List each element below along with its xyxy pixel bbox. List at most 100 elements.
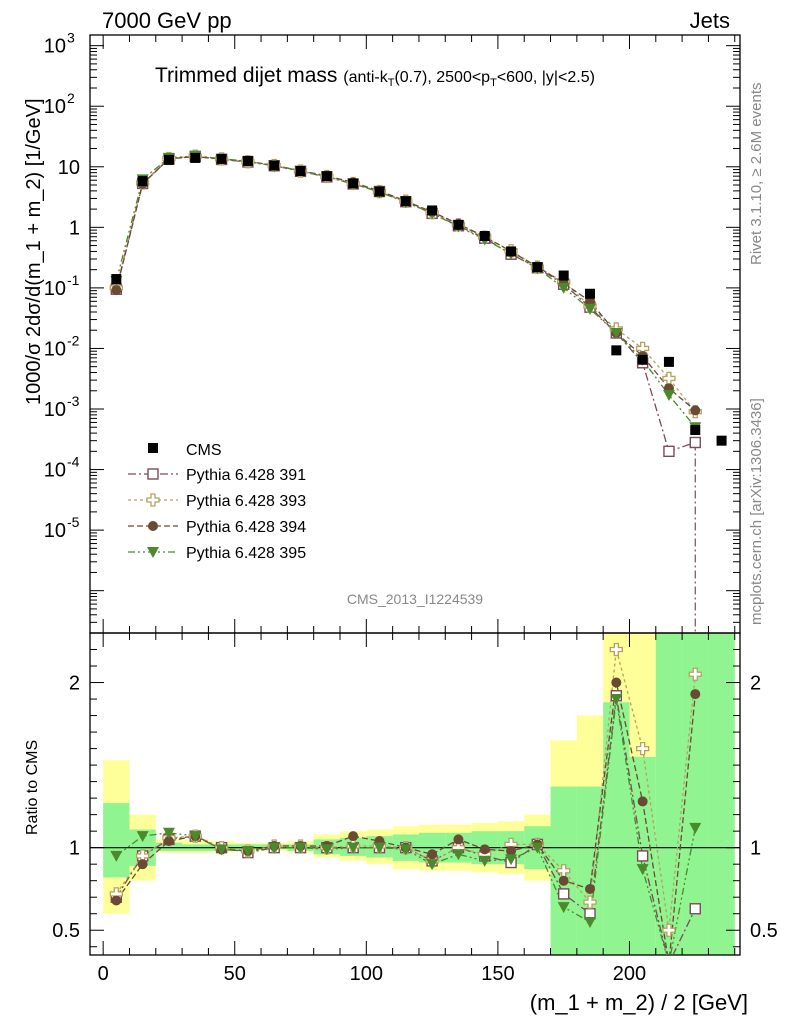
ratio-point	[373, 842, 386, 854]
y-tick-exponent: -1	[67, 272, 80, 288]
ratio-point	[347, 842, 360, 854]
y-tick-exponent: 2	[67, 90, 75, 106]
y-tick-exponent: -2	[67, 332, 80, 348]
x-tick-label: 200	[613, 963, 646, 985]
ratio-point	[241, 845, 254, 857]
cms-point	[690, 425, 701, 436]
series-point	[663, 445, 675, 458]
cms-point	[532, 262, 543, 273]
cms-point	[400, 196, 411, 207]
series-point	[690, 405, 701, 416]
band-green	[155, 842, 183, 851]
ratio-point	[453, 834, 464, 845]
header-energy-label: 7000 GeV pp	[102, 8, 232, 33]
y-tick-label: 10	[44, 338, 66, 360]
y-tick-exponent: 3	[67, 30, 75, 46]
cms-point	[479, 230, 490, 241]
ratio-point	[163, 836, 174, 847]
y-tick-exponent: -4	[67, 454, 80, 470]
ratio-tick-label-left: 2	[69, 673, 80, 695]
ratio-point	[637, 796, 648, 807]
ratio-point	[662, 923, 676, 937]
chart-title-detail: (anti-kT(0.7), 2500<pT<600, |y|<2.5)	[343, 69, 595, 89]
ratio-point	[557, 888, 570, 900]
band-green	[708, 633, 735, 955]
series-point	[111, 285, 122, 296]
legend-marker	[147, 468, 159, 480]
cms-point	[585, 288, 595, 299]
uncertainty-bands	[90, 633, 740, 955]
cms-point	[216, 153, 227, 164]
x-tick-label: 50	[224, 963, 246, 985]
ratio-point	[427, 849, 438, 860]
ratio-point	[426, 859, 439, 871]
y-tick-label: 10	[44, 278, 66, 300]
ratio-y-axis-label: Ratio to CMS	[24, 740, 41, 835]
ratio-point	[583, 895, 597, 909]
series-point	[584, 303, 596, 315]
band-green	[603, 702, 630, 955]
cms-point	[321, 171, 332, 182]
ratio-tick-label-right: 0.5	[750, 920, 778, 942]
ratio-point	[399, 844, 412, 856]
legend-marker-cms	[148, 443, 158, 453]
x-tick-label: 0	[98, 963, 109, 985]
ratio-point	[688, 667, 702, 681]
legend-marker	[148, 521, 158, 531]
cms-point	[295, 166, 306, 177]
ratio-point	[635, 741, 650, 756]
ratio-point	[479, 844, 490, 855]
cms-point	[190, 152, 201, 163]
ratio-point	[506, 845, 517, 856]
y-tick-exponent: -3	[67, 393, 80, 409]
ratio-point	[531, 842, 544, 854]
series-point	[662, 371, 676, 386]
y-tick-label: 10	[44, 460, 66, 482]
x-tick-label: 150	[481, 963, 514, 985]
chart-title: Trimmed dijet mass (anti-kT(0.7), 2500<p…	[155, 64, 595, 89]
analysis-id: CMS_2013_I1224539	[347, 591, 483, 607]
cms-point	[558, 270, 569, 281]
cms-point	[242, 155, 253, 166]
legend-label: Pythia 6.428 394	[186, 519, 306, 536]
cms-point	[453, 219, 464, 230]
chart-title-main: Trimmed dijet mass	[155, 64, 337, 87]
y-tick-label: 10	[44, 399, 66, 421]
series-point	[610, 327, 623, 339]
ratio-point	[452, 849, 465, 861]
series-point	[662, 390, 675, 402]
series-point	[585, 296, 595, 307]
y-tick-label: 1	[69, 217, 80, 239]
cms-point	[663, 356, 674, 367]
cms-point	[163, 154, 174, 165]
ratio-point	[690, 689, 701, 700]
ratio-point	[557, 902, 570, 914]
ratio-point	[610, 694, 623, 706]
ratio-tick-label-left: 1	[69, 838, 80, 860]
cms-point	[637, 354, 648, 365]
mcplots-label: mcplots.cern.ch [arXiv:1306.3436]	[748, 398, 765, 625]
ratio-point	[584, 916, 596, 928]
legend-label: Pythia 6.428 391	[186, 467, 306, 484]
series-point	[557, 282, 570, 294]
ratio-point	[320, 844, 333, 856]
y-tick-label: 10	[44, 96, 66, 118]
band-green	[655, 633, 683, 955]
ratio-point	[189, 831, 202, 843]
band-green	[103, 803, 130, 878]
ratio-point	[611, 677, 622, 688]
title-detail-text: (anti-k	[343, 69, 388, 86]
cms-point	[611, 345, 622, 356]
cms-point	[348, 178, 359, 189]
ratio-point	[689, 822, 702, 834]
title-detail-text: <600, |y|<2.5)	[497, 69, 595, 86]
x-axis-label: (m_1 + m_2) / 2 [GeV]	[530, 990, 748, 1015]
y-tick-label: 10	[44, 36, 66, 58]
ratio-tick-label-left: 0.5	[52, 920, 80, 942]
ratio-point	[636, 864, 649, 876]
legend-label-cms: CMS	[186, 442, 222, 459]
ratio-point	[110, 850, 123, 862]
subscript-t: T	[490, 77, 497, 89]
legend-marker	[146, 493, 160, 507]
